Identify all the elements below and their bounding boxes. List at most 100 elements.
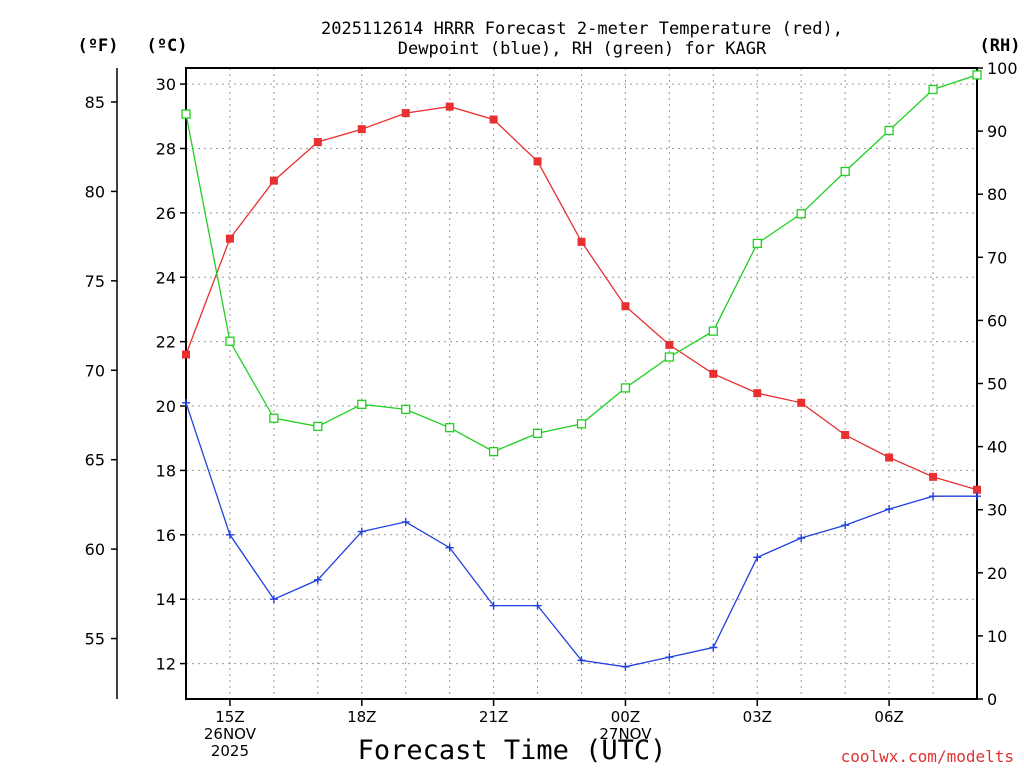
celsius-tick-label: 12: [156, 655, 176, 674]
dewpoint-point: [665, 653, 674, 662]
x-tick-label: 03Z: [743, 708, 772, 726]
temperature-point: [445, 102, 454, 111]
axes: 12 14 16 18 20 22 24 26 28 30 55 60 65 70 75 80 85 0 10 20 3…: [85, 59, 1018, 709]
temperature-point: [665, 340, 674, 349]
credit-label: coolwx.com/modelts: [841, 747, 1014, 766]
dewpoint-point: [929, 492, 938, 501]
rh-point: [181, 109, 191, 119]
x-tick-label: 26NOV: [204, 725, 257, 743]
rh-point: [708, 326, 718, 336]
rh-point: [269, 413, 279, 423]
rh-point: [357, 399, 367, 409]
rh-point: [532, 428, 543, 438]
fahrenheit-tick-label: 55: [85, 630, 105, 649]
dewpoint-point: [313, 575, 322, 584]
celsius-tick-label: 20: [156, 397, 176, 416]
celsius-tick-label: 28: [156, 139, 176, 158]
dewpoint-point: [577, 656, 586, 665]
dewpoint-point: [269, 595, 278, 604]
temperature-point: [225, 234, 234, 243]
fahrenheit-tick-label: 80: [85, 182, 105, 201]
temperature-point: [182, 350, 190, 359]
rh-tick-label: 70: [987, 248, 1007, 267]
fahrenheit-unit-label: (ºF): [78, 36, 119, 56]
rh-tick-label: 90: [987, 122, 1007, 141]
temperature-point: [621, 302, 630, 311]
celsius-tick-label: 18: [156, 461, 176, 480]
rh-tick-label: 40: [987, 438, 1007, 457]
rh-point: [840, 166, 850, 177]
rh-tick-label: 100: [987, 59, 1018, 78]
temperature-point: [577, 237, 586, 246]
dewpoint-point: [797, 534, 806, 543]
chart-title-line1: 2025112614 HRRR Forecast 2-meter Tempera…: [321, 19, 843, 39]
dewpoint-point: [621, 662, 630, 671]
temperature-point: [885, 453, 894, 462]
temperature-point: [709, 369, 718, 378]
rh-tick-label: 30: [987, 501, 1007, 520]
temperature-point: [401, 109, 410, 118]
dewpoint-point: [357, 527, 366, 536]
fahrenheit-tick-label: 60: [85, 540, 105, 559]
dewpoint-point: [841, 521, 850, 530]
x-axis-label: Forecast Time (UTC): [358, 735, 667, 766]
celsius-tick-label: 30: [156, 75, 176, 94]
rh-tick-label: 20: [987, 564, 1007, 583]
fahrenheit-tick-label: 65: [85, 451, 105, 470]
temperature-point: [269, 176, 278, 185]
rh-line: [185, 74, 978, 453]
dewpoint-point: [885, 505, 894, 514]
rh-unit-label: (RH): [980, 36, 1021, 56]
rh-point: [752, 238, 762, 249]
rh-point: [225, 336, 235, 346]
dewpoint-point: [445, 543, 454, 552]
dewpoint-point: [753, 553, 762, 562]
x-tick-label: 00Z: [611, 708, 640, 726]
celsius-tick-label: 24: [156, 268, 176, 287]
rh-point: [488, 446, 499, 457]
temperature-point: [533, 157, 542, 166]
rh-point: [796, 209, 806, 219]
rh-point: [972, 70, 982, 80]
fahrenheit-tick-label: 70: [85, 361, 105, 380]
rh-tick-label: 10: [987, 627, 1007, 646]
x-tick-label: 21Z: [479, 708, 508, 726]
x-tick-label: 2025: [211, 742, 249, 760]
dewpoint-point: [182, 398, 190, 407]
dewpoint-point: [709, 643, 718, 652]
celsius-tick-label: 14: [156, 590, 176, 609]
dewpoint-point: [225, 530, 234, 539]
dewpoint-point: [973, 492, 981, 501]
rh-tick-label: 80: [987, 185, 1007, 204]
temperature-point: [973, 485, 981, 494]
rh-tick-label: 60: [987, 311, 1007, 330]
rh-point: [576, 419, 587, 429]
rh-point: [445, 423, 455, 433]
temperature-point: [753, 389, 762, 398]
rh-point: [401, 404, 411, 415]
temperature-point: [313, 138, 322, 147]
x-tick-label: 27NOV: [599, 725, 652, 743]
celsius-tick-label: 22: [156, 333, 176, 352]
chart-title-line2: Dewpoint (blue), RH (green) for KAGR: [398, 39, 767, 59]
celsius-unit-label: (ºC): [147, 36, 188, 56]
rh-tick-label: 50: [987, 375, 1007, 394]
data-series: [181, 70, 982, 671]
plot-frame: [185, 67, 978, 700]
grid-lines: [186, 68, 977, 699]
x-tick-label: 18Z: [347, 708, 376, 726]
rh-tick-label: 0: [987, 690, 997, 709]
temperature-point: [797, 398, 806, 407]
dewpoint-point: [489, 601, 498, 610]
celsius-tick-label: 16: [156, 526, 176, 545]
temperature-point: [357, 125, 366, 134]
x-tick-label: 06Z: [874, 708, 903, 726]
rh-point: [313, 421, 323, 432]
fahrenheit-tick-label: 75: [85, 272, 105, 291]
rh-point: [664, 352, 675, 362]
rh-point: [928, 84, 938, 95]
temperature-point: [929, 472, 938, 481]
temperature-point: [841, 431, 850, 440]
